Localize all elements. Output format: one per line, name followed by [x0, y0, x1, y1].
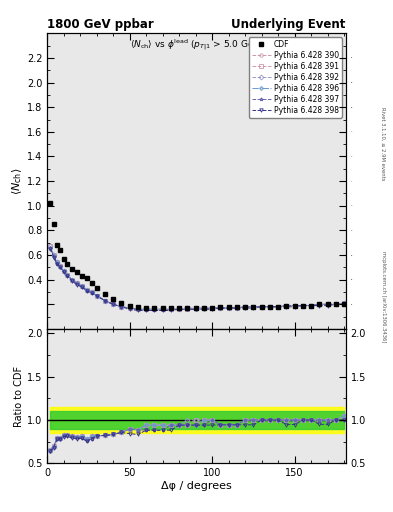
Legend: CDF, Pythia 6.428 390, Pythia 6.428 391, Pythia 6.428 392, Pythia 6.428 396, Pyt: CDF, Pythia 6.428 390, Pythia 6.428 391,…	[249, 37, 342, 118]
Text: $\langle N_\mathrm{ch}\rangle$ vs $\phi^\mathrm{lead}$ ($p_{T|1}$ > 5.0 GeV): $\langle N_\mathrm{ch}\rangle$ vs $\phi^…	[130, 38, 263, 53]
Text: mcplots.cern.ch [arXiv:1306.3436]: mcplots.cern.ch [arXiv:1306.3436]	[381, 251, 386, 343]
X-axis label: Δφ / degrees: Δφ / degrees	[161, 481, 232, 491]
Y-axis label: Ratio to CDF: Ratio to CDF	[14, 366, 24, 426]
Text: Rivet 3.1.10, ≥ 2.9M events: Rivet 3.1.10, ≥ 2.9M events	[381, 106, 386, 180]
Text: Underlying Event: Underlying Event	[231, 18, 346, 31]
Text: 1800 GeV ppbar: 1800 GeV ppbar	[47, 18, 154, 31]
Y-axis label: $\langle N_\mathrm{ch} \rangle$: $\langle N_\mathrm{ch} \rangle$	[11, 167, 24, 195]
